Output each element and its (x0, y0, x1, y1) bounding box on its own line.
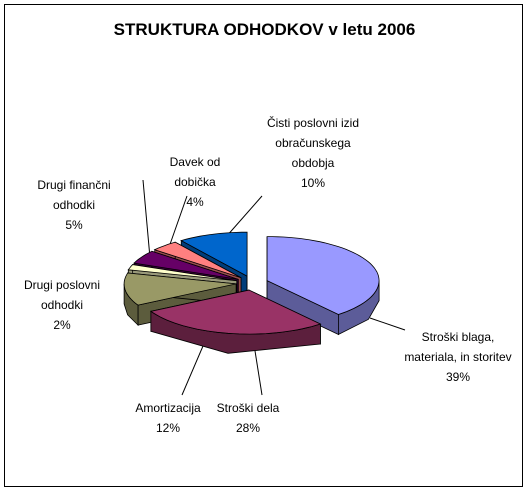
value-label: 5% (65, 218, 83, 232)
slice-label: Stroški dela 28% (208, 398, 288, 438)
slice-label: Stroški blaga, materiala, in storitev 39% (403, 327, 513, 387)
chart-border (4, 4, 523, 487)
value-label: 39% (445, 370, 471, 384)
slice (127, 264, 237, 282)
leader-line (142, 179, 151, 259)
value-label: 10% (300, 176, 326, 190)
category-label: Drugi poslovni odhodki (23, 278, 101, 312)
slice-label: Drugi finančni odhodki 5% (24, 175, 124, 235)
leader-line (167, 195, 188, 251)
category-label: Stroški dela (216, 401, 280, 415)
slice (133, 250, 239, 280)
slice-label: Davek od dobička 4% (165, 152, 225, 212)
slice (266, 236, 380, 315)
category-label: Stroški blaga, materiala, in storitev (404, 330, 512, 364)
slice (123, 272, 237, 306)
value-label: 12% (155, 421, 181, 435)
value-label: 4% (186, 195, 204, 209)
category-label: Čisti poslovni izid obračunskega obdobja (266, 116, 360, 170)
slice-label: Amortizacija 12% (123, 398, 213, 438)
leader-line (369, 317, 406, 331)
category-label: Drugi finančni odhodki (37, 178, 111, 212)
slice (149, 289, 322, 335)
slice (153, 241, 242, 279)
value-label: 2% (53, 318, 71, 332)
chart-title: STRUKTURA ODHODKOV v letu 2006 (113, 20, 416, 39)
slice-label: Čisti poslovni izid obračunskega obdobja… (263, 113, 363, 193)
slice (180, 231, 248, 277)
slice-label: Drugi poslovni odhodki 2% (7, 275, 117, 335)
category-label: Davek od dobička (169, 155, 221, 189)
pie (123, 231, 380, 354)
value-label: 28% (235, 421, 261, 435)
category-label: Amortizacija (135, 401, 201, 415)
